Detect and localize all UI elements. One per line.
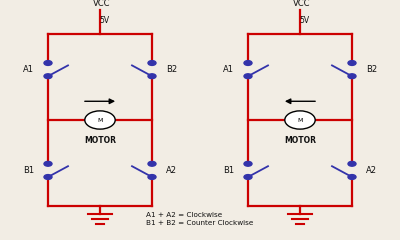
Circle shape: [85, 111, 115, 129]
Circle shape: [285, 111, 315, 129]
Circle shape: [148, 61, 156, 66]
Circle shape: [148, 74, 156, 79]
Text: M: M: [297, 118, 303, 122]
Circle shape: [44, 74, 52, 79]
Text: M: M: [97, 118, 103, 122]
Text: VCC: VCC: [93, 0, 111, 8]
Circle shape: [44, 61, 52, 66]
Text: 5V: 5V: [300, 16, 310, 25]
Text: 5V: 5V: [100, 16, 110, 25]
Text: A1 + A2 = Clockwise
B1 + B2 = Counter Clockwise: A1 + A2 = Clockwise B1 + B2 = Counter Cl…: [146, 212, 254, 226]
Text: A2: A2: [166, 166, 177, 175]
Circle shape: [244, 74, 252, 79]
Text: B1: B1: [223, 166, 234, 175]
Circle shape: [44, 161, 52, 166]
Circle shape: [44, 175, 52, 180]
Circle shape: [148, 161, 156, 166]
Circle shape: [348, 61, 356, 66]
Circle shape: [244, 61, 252, 66]
Text: B2: B2: [166, 65, 177, 74]
Text: B1: B1: [23, 166, 34, 175]
Text: VCC: VCC: [293, 0, 311, 8]
Circle shape: [348, 161, 356, 166]
Text: A1: A1: [223, 65, 234, 74]
Circle shape: [148, 175, 156, 180]
Circle shape: [244, 161, 252, 166]
Text: MOTOR: MOTOR: [84, 136, 116, 145]
Text: MOTOR: MOTOR: [284, 136, 316, 145]
Text: A2: A2: [366, 166, 377, 175]
Text: A1: A1: [23, 65, 34, 74]
Text: B2: B2: [366, 65, 377, 74]
Circle shape: [348, 175, 356, 180]
Circle shape: [244, 175, 252, 180]
Circle shape: [348, 74, 356, 79]
